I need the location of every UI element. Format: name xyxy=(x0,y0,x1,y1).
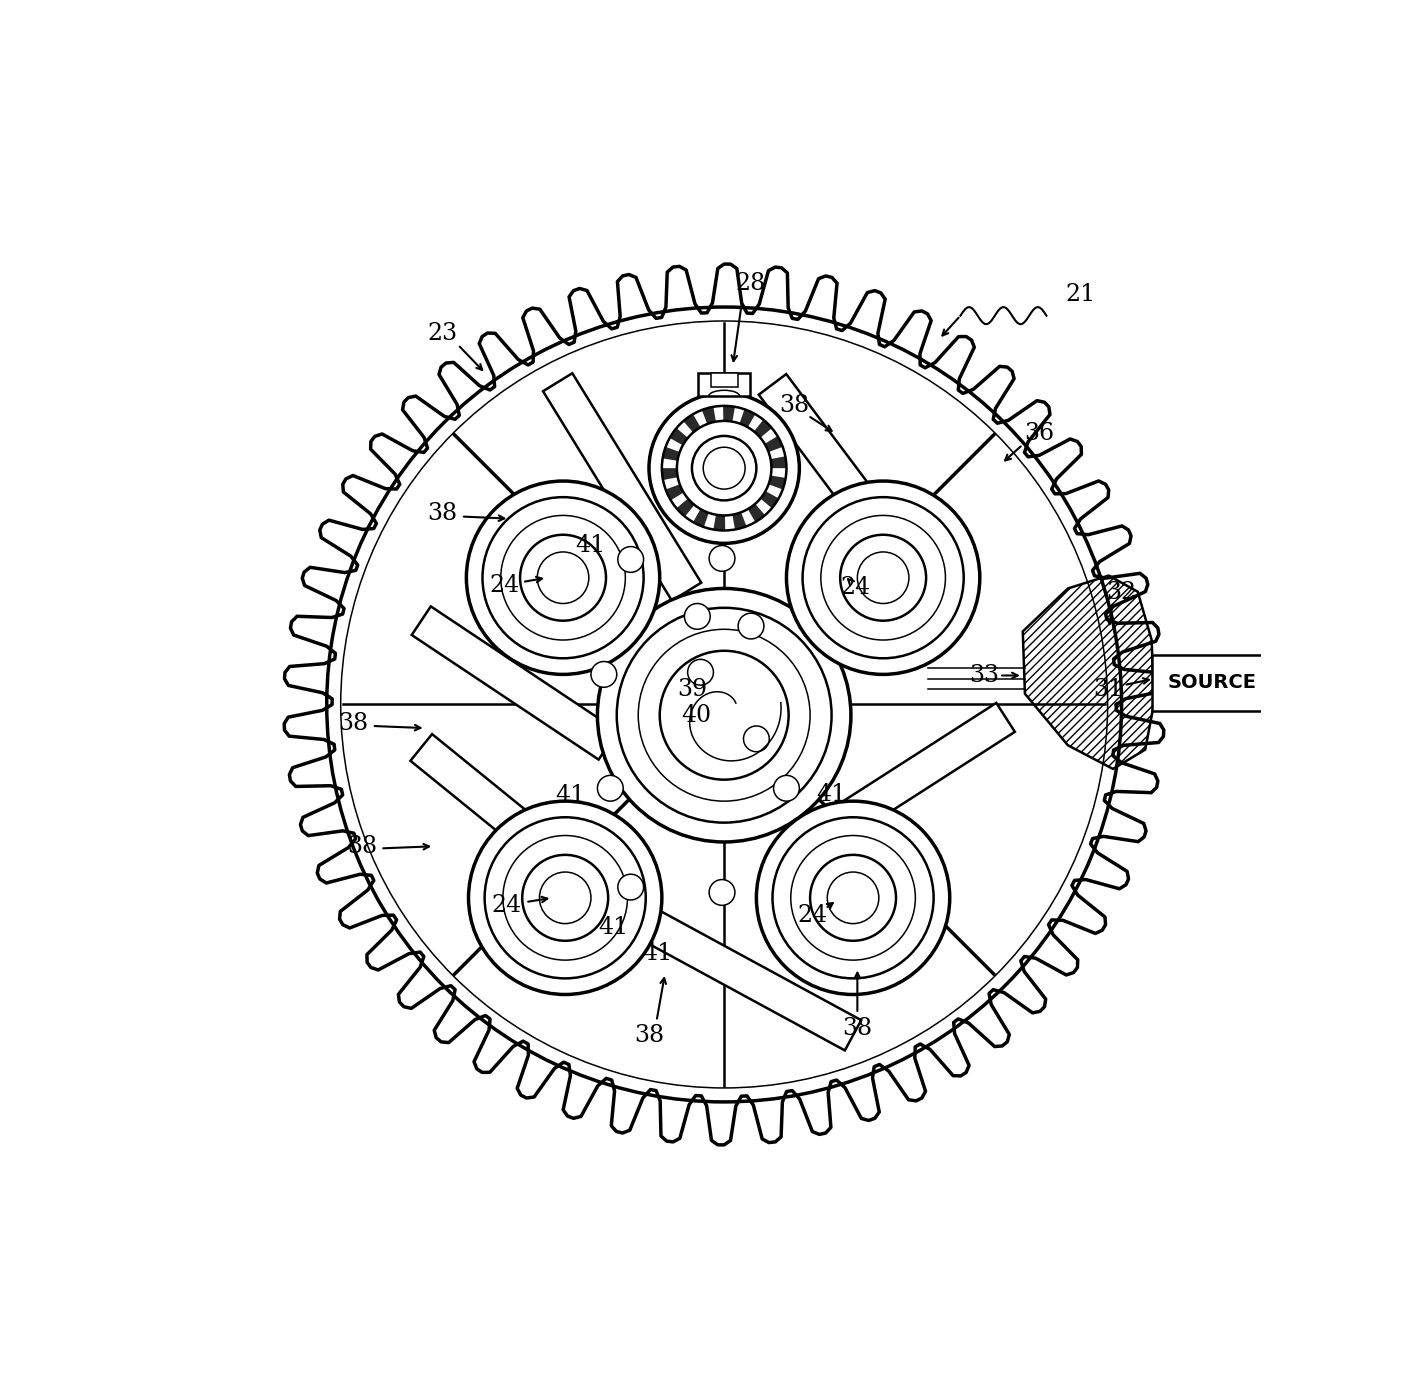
Text: 41: 41 xyxy=(555,784,585,808)
Wedge shape xyxy=(760,491,779,508)
Polygon shape xyxy=(796,703,1015,861)
Text: SOURCE: SOURCE xyxy=(1167,674,1256,692)
Polygon shape xyxy=(759,374,916,566)
Circle shape xyxy=(787,481,979,674)
Circle shape xyxy=(591,661,616,688)
Wedge shape xyxy=(677,499,694,516)
Circle shape xyxy=(773,776,800,801)
Circle shape xyxy=(617,875,643,900)
Text: 39: 39 xyxy=(677,678,706,700)
Text: 38: 38 xyxy=(634,1024,664,1046)
Text: 38: 38 xyxy=(428,502,458,525)
Circle shape xyxy=(684,604,711,629)
FancyBboxPatch shape xyxy=(1152,656,1272,711)
Wedge shape xyxy=(663,469,677,480)
Circle shape xyxy=(709,545,735,572)
Text: 24: 24 xyxy=(797,904,828,926)
Circle shape xyxy=(743,725,769,752)
Text: 28: 28 xyxy=(736,272,766,294)
Text: 24: 24 xyxy=(490,894,521,917)
Circle shape xyxy=(617,547,643,572)
Wedge shape xyxy=(771,456,786,469)
Circle shape xyxy=(598,776,623,801)
Wedge shape xyxy=(666,484,684,499)
Polygon shape xyxy=(543,374,701,601)
Wedge shape xyxy=(747,504,764,522)
Circle shape xyxy=(598,589,851,843)
Text: 40: 40 xyxy=(681,703,711,727)
Circle shape xyxy=(649,393,800,544)
Polygon shape xyxy=(636,907,862,1050)
Wedge shape xyxy=(723,406,735,421)
Text: 31: 31 xyxy=(1094,678,1123,700)
Wedge shape xyxy=(732,513,746,529)
Circle shape xyxy=(738,614,764,639)
Text: 36: 36 xyxy=(1024,423,1054,445)
Wedge shape xyxy=(670,428,688,445)
Text: 38: 38 xyxy=(779,395,810,417)
Polygon shape xyxy=(411,607,617,760)
Wedge shape xyxy=(764,437,783,452)
Wedge shape xyxy=(702,407,716,424)
Text: 23: 23 xyxy=(428,322,458,346)
Text: 38: 38 xyxy=(348,834,377,858)
Bar xyxy=(698,372,750,396)
Text: 41: 41 xyxy=(817,783,846,806)
Polygon shape xyxy=(410,734,615,910)
Text: 41: 41 xyxy=(598,917,629,939)
Text: 38: 38 xyxy=(842,1017,872,1041)
Text: 41: 41 xyxy=(643,942,673,965)
Text: 24: 24 xyxy=(841,576,870,598)
Wedge shape xyxy=(714,515,725,530)
Text: 24: 24 xyxy=(490,573,520,597)
Text: 41: 41 xyxy=(575,534,605,557)
Wedge shape xyxy=(769,476,786,490)
Wedge shape xyxy=(694,509,709,526)
Wedge shape xyxy=(739,410,755,427)
Text: 21: 21 xyxy=(1065,283,1096,306)
Wedge shape xyxy=(663,446,680,460)
Circle shape xyxy=(692,435,756,501)
Circle shape xyxy=(326,307,1122,1102)
Text: 38: 38 xyxy=(339,713,369,735)
Wedge shape xyxy=(684,414,701,432)
Circle shape xyxy=(688,660,714,685)
Text: 33: 33 xyxy=(969,664,999,686)
Bar xyxy=(711,372,738,386)
Text: 32: 32 xyxy=(1106,582,1136,604)
Circle shape xyxy=(709,880,735,905)
Wedge shape xyxy=(755,420,771,438)
Circle shape xyxy=(469,801,661,995)
Circle shape xyxy=(756,801,950,995)
Circle shape xyxy=(466,481,660,674)
